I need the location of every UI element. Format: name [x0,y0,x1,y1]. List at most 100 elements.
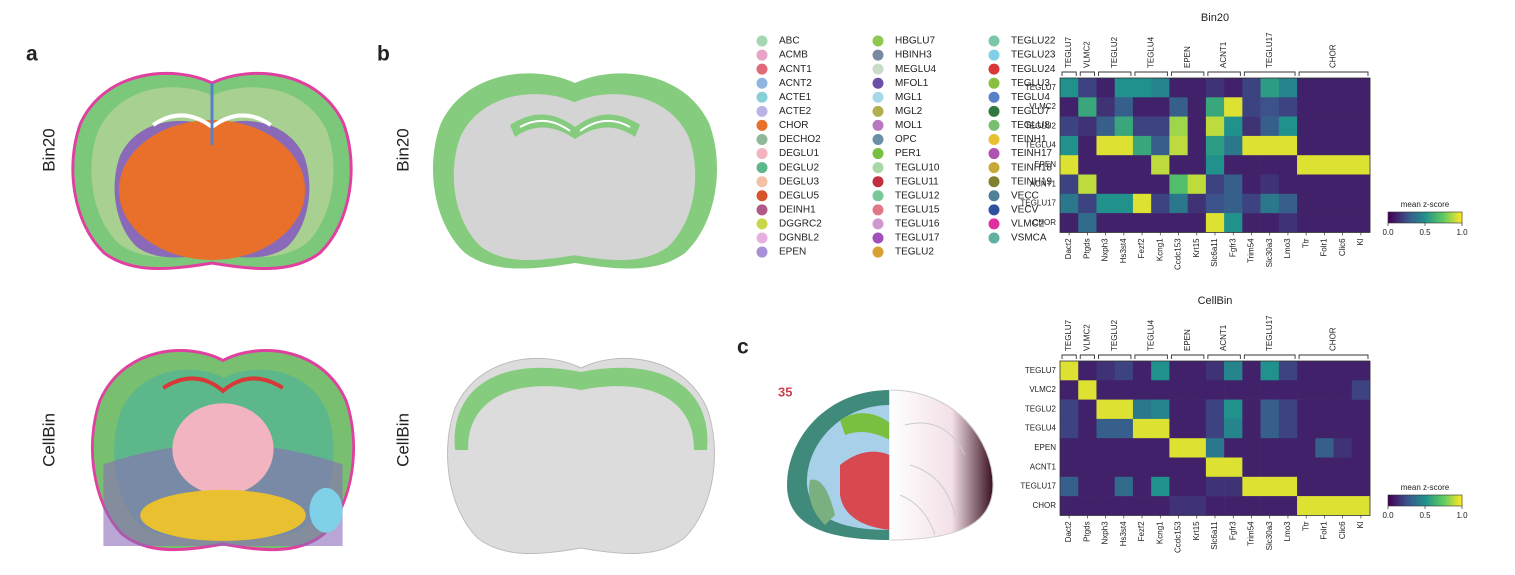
heatmap-cell [1297,116,1316,137]
colorbar-segment [1439,212,1443,223]
heatmap-cell [1151,438,1170,458]
colorbar-tick-label: 0.0 [1382,511,1394,520]
legend-label: DEINH1 [779,204,816,215]
column-label: Kcng1 [1155,238,1164,261]
row-label: CellBin [393,413,412,467]
heatmap-cell [1187,457,1207,478]
heatmap-cell [1187,476,1207,497]
heatmap-cell [1351,476,1371,497]
heatmap-cell [1315,496,1334,516]
legend-label: TEINH17 [1011,148,1053,159]
row-label: CellBin [39,413,58,467]
heatmap-cell [1205,361,1225,381]
colorbar-segment [1447,212,1450,223]
heatmap-cell [1278,496,1298,516]
heatmap-cell [1151,476,1170,497]
colorbar-segment [1408,495,1411,506]
group-label: TEGLU2 [1110,36,1119,68]
legend-label: TEGLU24 [1011,64,1056,75]
heatmap-cell [1060,438,1079,458]
heatmap-cell [1278,476,1298,497]
heatmap-cell [1333,418,1353,439]
legend-swatch [872,232,884,244]
column-label: Dact2 [1064,521,1073,542]
colorbar-segment [1430,495,1433,506]
group-bracket [1243,71,1296,76]
column-label: Slc6a11 [1210,521,1219,550]
heatmap-cell [1260,78,1280,98]
legend-swatch [756,246,768,258]
heatmap-cell [1132,213,1152,233]
legend-label: TEINH1 [1011,134,1047,145]
legend-swatch [872,190,884,202]
heatmap-cell [1260,380,1280,400]
colorbar-segment [1421,495,1424,506]
heatmap-cell [1315,174,1334,195]
colorbar-segment [1426,212,1430,223]
legend-label: DEGLU3 [779,176,819,187]
heatmap-cell [1114,361,1134,381]
colorbar-segment [1454,212,1457,223]
heatmap-cell [1333,155,1353,175]
heatmap-cell [1060,496,1079,516]
colorbar-segment [1415,212,1418,223]
colorbar-segment [1402,212,1406,223]
heatmap-cell [1224,174,1243,195]
legend-swatch [756,63,768,75]
legend-swatch [872,246,884,258]
heatmap-cell [1114,496,1134,516]
colorbar-segment [1423,212,1426,223]
column-label: Clic6 [1338,521,1347,539]
group-label: TEGLU17 [1265,315,1274,351]
legend-swatch [756,49,768,61]
colorbar-segment [1425,495,1428,506]
legend-label: ABC [779,36,800,47]
row-label: CHOR [1032,218,1056,227]
heatmap-cell [1224,438,1243,458]
heatmap-cell [1114,213,1134,233]
colorbar-segment [1441,495,1444,506]
heatmap-cell [1278,174,1298,195]
colorbar-segment [1458,212,1461,223]
legend-label: TEGLU4 [1011,92,1050,103]
heatmap-cell [1297,174,1316,195]
heatmap-cell [1242,361,1261,381]
heatmap-cell [1224,496,1243,516]
colorbar-segment [1423,495,1426,506]
heatmap-cell [1132,116,1152,137]
heatmap-cell [1205,496,1225,516]
legend-label: TEGLU2 [895,247,934,258]
column-label: Lmo3 [1283,521,1292,542]
heatmap-cell [1169,174,1188,195]
legend-swatch [872,218,884,230]
legend-label: TEGLU8 [1011,120,1050,131]
heatmap-cell [1114,116,1134,137]
heatmap-cell [1169,193,1188,214]
heatmap-cell [1169,97,1188,117]
heatmap-cell [1333,496,1353,516]
column-label: Dact2 [1064,238,1073,259]
heatmap-cell [1297,97,1316,117]
colorbar-segment [1428,212,1431,223]
heatmap-cell [1078,174,1097,195]
legend-swatch [872,49,884,61]
heatmap-cell [1351,496,1371,516]
colorbar-segment [1443,212,1446,223]
heatmap-cell [1205,399,1225,420]
heatmap-cell [1114,97,1134,117]
legend-swatch [988,49,1000,61]
heatmap-cell [1096,193,1116,214]
legend-label: DEGLU5 [779,190,819,201]
heatmap-cell [1187,135,1207,156]
heatmap-cell [1351,399,1371,420]
colorbar-segment [1406,495,1409,506]
colorbar-segment [1452,212,1455,223]
colorbar-segment [1417,495,1420,506]
legend-swatch [988,63,1000,75]
row-label: TEGLU7 [1025,83,1057,92]
legend-swatch [756,204,768,216]
legend-swatch [872,148,884,160]
legend-swatch [872,63,884,75]
heatmap-cell [1151,135,1170,156]
heatmap-cell [1096,457,1116,478]
